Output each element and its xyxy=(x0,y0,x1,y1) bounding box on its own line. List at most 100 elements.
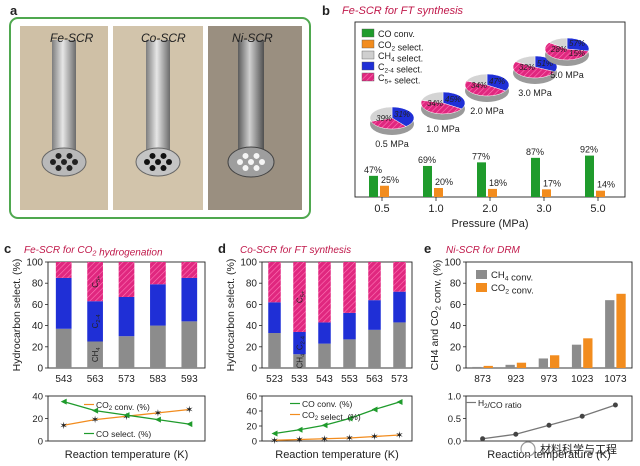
chart-e-title: Ni-SCR for DRM xyxy=(446,245,521,256)
chart-b-data-label: 20% xyxy=(435,177,453,187)
chart-c-bar-label: C5+ xyxy=(91,275,102,288)
pie-percent-label: 32% xyxy=(519,63,535,72)
chart-c-sub-legend-text: CO2 conv. (%) xyxy=(96,400,150,412)
chart-d-bar-segment xyxy=(393,262,406,292)
chart-e-bar-co2-conv xyxy=(583,338,593,368)
chart-c-ytick-label: 100 xyxy=(26,258,43,269)
pie-slice xyxy=(464,80,507,97)
chart-e-bar-ch4-conv xyxy=(538,358,548,368)
chart-b-bar-co-conv xyxy=(477,162,486,197)
chart-d-sub-line xyxy=(274,434,400,441)
chart-b-bar-co2-select xyxy=(434,188,443,197)
chart-d-sub-legend-text: CO conv. (%) xyxy=(302,399,353,409)
chart-b-legend-text: CO conv. xyxy=(378,29,415,39)
chart-d-xtick-label: 573 xyxy=(391,374,408,385)
chart-e-xtick-label: 873 xyxy=(474,374,491,385)
chart-b-data-label: 87% xyxy=(526,147,544,157)
chart-c-xtick-label: 563 xyxy=(87,374,104,385)
tube-hole xyxy=(72,159,78,165)
chart-d-bar-segment xyxy=(368,300,381,330)
pie-slice xyxy=(369,106,393,122)
chart-c-sub-marker: ✶ xyxy=(91,415,99,426)
chart-d-bar-segment xyxy=(318,343,331,368)
chart-b-data-label: 25% xyxy=(381,175,399,185)
chart-d-title: Co-SCR for FT synthesis xyxy=(240,245,351,256)
tube-label-ni: Ni-SCR xyxy=(232,31,273,45)
chart-d-bar-segment xyxy=(318,322,331,344)
chart-c-bar-segment xyxy=(150,284,166,326)
chart-d-bar-segment xyxy=(368,329,381,368)
panel-a-label: a xyxy=(10,3,18,18)
chart-c-bar-segment xyxy=(87,301,103,342)
pie-slice xyxy=(544,42,589,61)
tube-hole xyxy=(149,152,156,159)
chart-b-xtick-label: 2.0 xyxy=(482,203,497,215)
chart-c-ytick-label: 0 xyxy=(37,364,43,375)
tube-photo-ni xyxy=(208,26,302,210)
chart-d-bar-label: C5+ xyxy=(296,290,307,303)
chart-e-ytick-label: 60 xyxy=(450,300,462,311)
chart-b-xtick-label: 5.0 xyxy=(590,203,605,215)
tube-hole xyxy=(149,165,156,172)
chart-b-data-label: 92% xyxy=(580,145,598,155)
tube-hole xyxy=(242,152,249,159)
panel-d-label: d xyxy=(218,241,226,256)
chart-e-ytick-label: 80 xyxy=(450,279,462,290)
chart-c-bar-segment xyxy=(181,262,198,278)
chart-d-bar-segment xyxy=(268,302,281,334)
chart-b-bar-co-conv xyxy=(531,157,540,197)
pie-slice xyxy=(515,55,536,68)
chart-b-legend-text: CO2 select. xyxy=(378,40,424,52)
pie-percent-label: 34% xyxy=(471,81,487,90)
chart-e-bar-ch4-conv xyxy=(605,300,615,368)
chart-c-bar-segment xyxy=(55,328,72,368)
chart-c: c Fe-SCR for CO2 hydrogenation 0 20 40 60 80 10… xyxy=(4,241,206,461)
chart-d-bar-segment xyxy=(393,322,406,368)
tube-hole xyxy=(155,159,161,165)
chart-e-bar-co2-conv xyxy=(616,293,626,368)
chart-c-xlabel: Reaction temperature (K) xyxy=(65,449,189,461)
chart-d-xtick-label: 553 xyxy=(341,374,358,385)
pie-slice xyxy=(370,117,407,130)
chart-c-bar-segment xyxy=(181,277,198,322)
chart-d-bar-segment xyxy=(343,339,356,368)
pie-percent-label: 34% xyxy=(427,99,443,108)
chart-d-bar-segment xyxy=(343,312,356,340)
chart-d-bar-segment xyxy=(293,331,306,355)
chart-e-legend-text: CO2 conv. xyxy=(491,283,534,296)
chart-d-ytick-label: 100 xyxy=(240,258,257,269)
chart-b-data-label: 77% xyxy=(472,151,490,161)
watermark-text: 材料科学与工程 xyxy=(540,442,617,456)
chart-c-bar-segment xyxy=(55,277,72,329)
chart-b: b Fe-SCR for FT synthesis0.547%25%1.069%2… xyxy=(322,3,626,230)
chart-d-sub-marker xyxy=(346,415,353,422)
pie-slice xyxy=(391,106,415,127)
chart-c-sub-marker xyxy=(154,416,161,423)
chart-d-xtick-label: 533 xyxy=(291,374,308,385)
chart-e-frame xyxy=(465,261,633,369)
watermark: 材料科学与工程 xyxy=(520,441,617,457)
chart-b-data-label: 69% xyxy=(418,155,436,165)
chart-c-bar-segment xyxy=(118,296,135,337)
panel-c-label: c xyxy=(4,241,11,256)
chart-d-sub-marker xyxy=(296,426,303,433)
chart-c-sub-marker xyxy=(92,407,99,414)
chart-d-bar-segment xyxy=(268,333,281,368)
chart-c-sub-ytick-label: 0 xyxy=(38,437,43,448)
tube-hole xyxy=(160,152,167,159)
chart-b-xlabel: Pressure (MPa) xyxy=(451,218,528,230)
chart-b-data-label: 17% xyxy=(543,178,561,188)
chart-e-sub-marker xyxy=(513,431,519,437)
chart-e-bar-co2-conv xyxy=(483,365,493,368)
chart-c-ytick-label: 40 xyxy=(32,321,44,332)
chart-c-bar-segment xyxy=(55,262,72,278)
tube-hole xyxy=(55,152,62,159)
chart-d-bar-segment xyxy=(393,291,406,323)
chart-d-bar-segment xyxy=(368,262,381,301)
chart-c-bar-segment xyxy=(150,262,166,285)
chart-d-sub-marker: ✶ xyxy=(270,436,278,447)
chart-e-sub-ytick-label: 0.0 xyxy=(448,437,461,448)
chart-d-sub-marker: ✶ xyxy=(395,431,403,442)
pie-pressure-label: 5.0 MPa xyxy=(550,70,584,80)
chart-c-ytick-label: 20 xyxy=(32,342,44,353)
